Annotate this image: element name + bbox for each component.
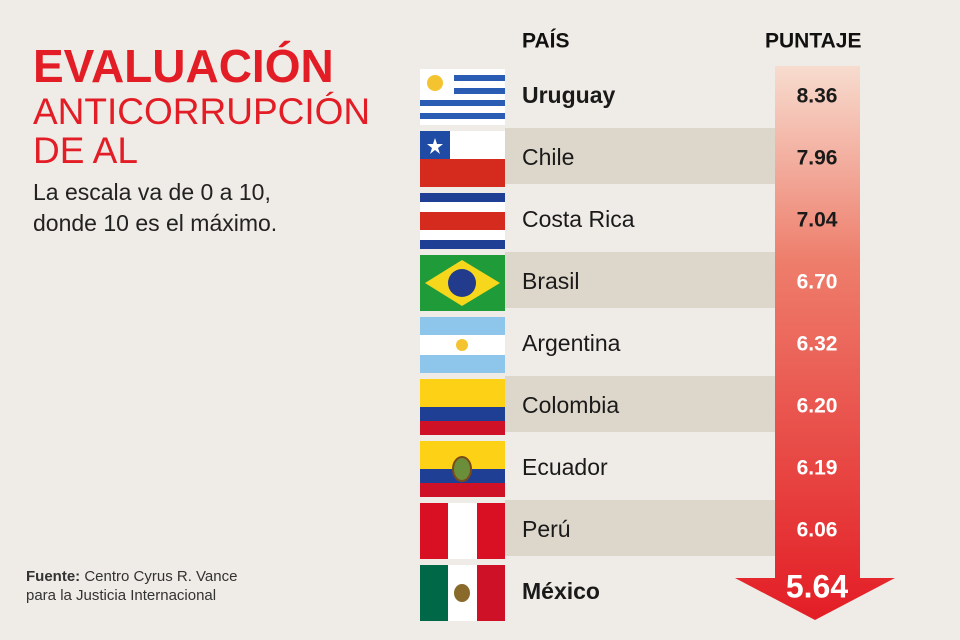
flag-peru xyxy=(420,503,505,559)
score: 6.19 xyxy=(797,457,838,480)
score: 5.64 xyxy=(786,568,848,604)
country: Colombia xyxy=(522,392,619,418)
country: Perú xyxy=(522,516,571,542)
flag-mexico xyxy=(420,565,505,621)
flag-brasil xyxy=(420,255,505,311)
rows: Uruguay 8.36 Chile 7.96 Costa Rica 7.04 Brasil… xyxy=(522,82,848,604)
score: 7.96 xyxy=(797,147,838,170)
source: Fuente: Centro Cyrus R. Vance xyxy=(26,568,237,585)
flag-argentina xyxy=(420,317,505,373)
title: DE AL xyxy=(33,130,138,171)
flag-costa-rica xyxy=(420,193,505,249)
flag-chile xyxy=(420,131,505,187)
country: Uruguay xyxy=(522,82,616,108)
score: 6.20 xyxy=(797,395,838,418)
score: 6.32 xyxy=(797,333,838,356)
flag-ecuador xyxy=(420,441,505,497)
subtitle: donde 10 es el máximo. xyxy=(33,210,277,236)
flag-uruguay xyxy=(420,69,505,125)
header: PUNTAJE xyxy=(765,30,861,53)
title: EVALUACIÓN xyxy=(33,40,334,92)
score-column xyxy=(735,66,895,620)
country: Costa Rica xyxy=(522,206,635,232)
country: Argentina xyxy=(522,330,621,356)
score: 6.06 xyxy=(797,519,838,542)
header: PAÍS xyxy=(522,30,569,53)
country: México xyxy=(522,578,600,604)
country: Ecuador xyxy=(522,454,608,480)
country: Chile xyxy=(522,144,574,170)
flag-colombia xyxy=(420,379,505,435)
subtitle: La escala va de 0 a 10, xyxy=(33,179,271,205)
score: 8.36 xyxy=(797,85,838,108)
source-label: Fuente: xyxy=(26,568,80,585)
country: Brasil xyxy=(522,268,580,294)
score: 6.70 xyxy=(797,271,838,294)
source-text: para la Justicia Internacional xyxy=(26,587,216,604)
flags xyxy=(420,69,505,621)
score: 7.04 xyxy=(797,209,838,232)
source-text: Centro Cyrus R. Vance xyxy=(84,568,237,585)
title: ANTICORRUPCIÓN xyxy=(33,91,370,132)
